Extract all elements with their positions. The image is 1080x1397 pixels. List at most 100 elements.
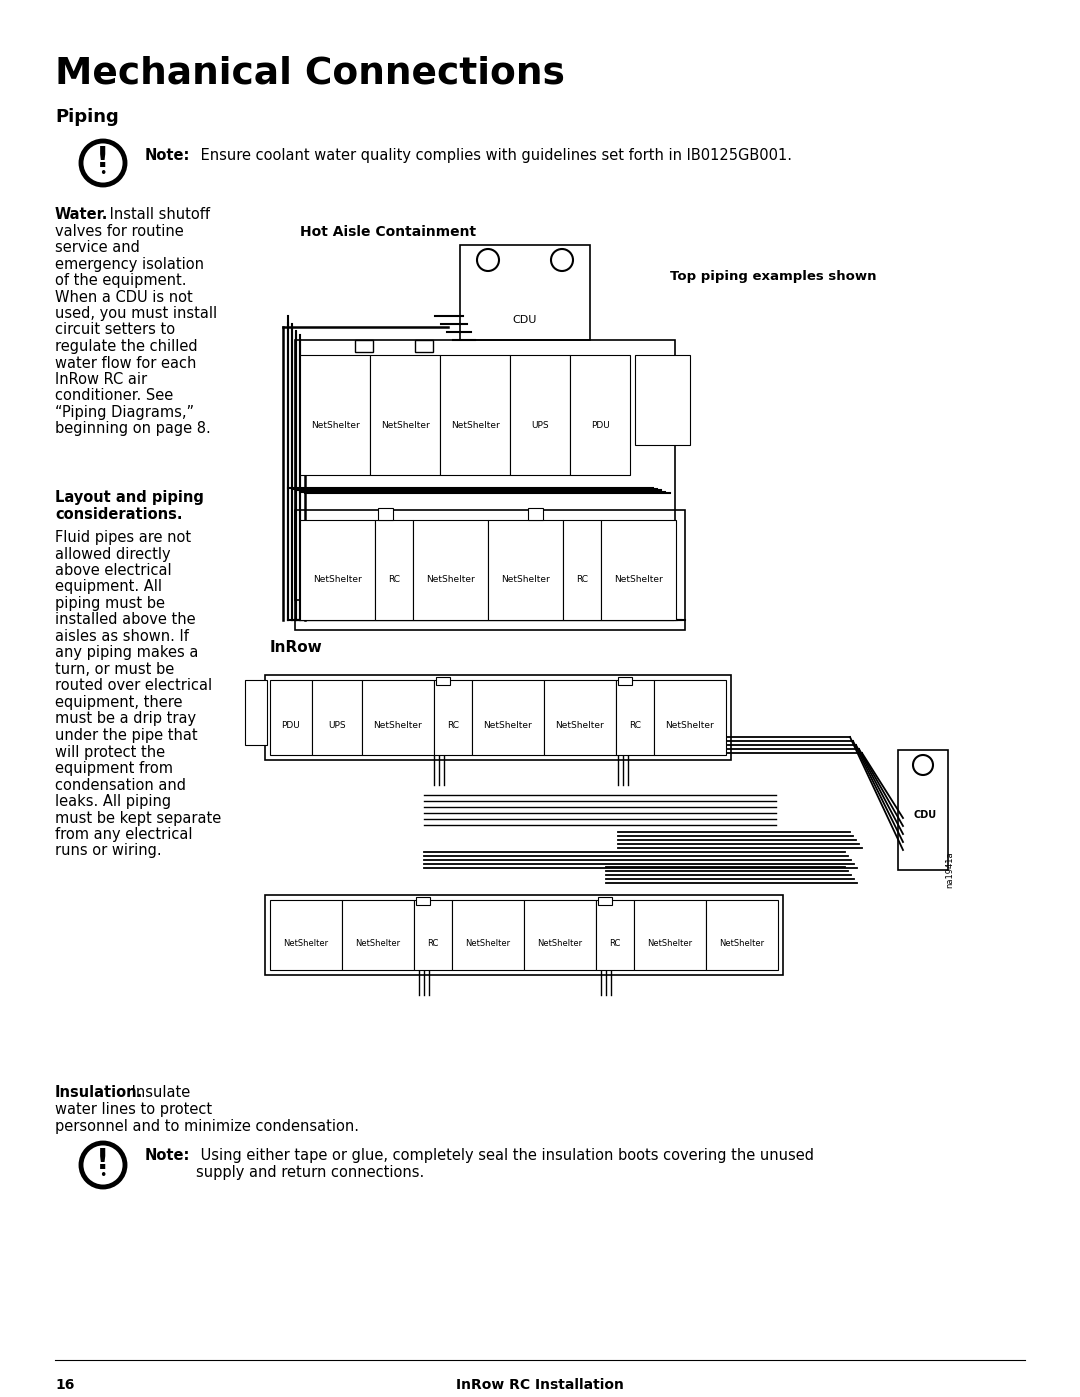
Text: Using either tape or glue, completely seal the insulation boots covering the unu: Using either tape or glue, completely se…	[195, 1148, 814, 1162]
Text: RC: RC	[428, 939, 438, 947]
Bar	[270, 680, 312, 754]
Text: InRow RC Installation: InRow RC Installation	[456, 1377, 624, 1391]
Bar	[544, 680, 616, 754]
Text: NetShelter: NetShelter	[665, 721, 714, 731]
Bar	[472, 680, 544, 754]
Bar	[460, 244, 590, 339]
Text: installed above the: installed above the	[55, 612, 195, 627]
Text: PDU: PDU	[591, 420, 609, 429]
Text: CDU: CDU	[914, 810, 936, 820]
Text: leaks. All piping: leaks. All piping	[55, 793, 171, 809]
Text: will protect the: will protect the	[55, 745, 165, 760]
Bar	[245, 680, 267, 745]
Text: NetShelter: NetShelter	[538, 939, 582, 947]
Bar	[295, 339, 675, 599]
Bar	[654, 680, 726, 754]
Text: Ensure coolant water quality complies with guidelines set forth in IB0125GB001.: Ensure coolant water quality complies wi…	[195, 148, 792, 163]
Bar	[434, 680, 472, 754]
Text: !: !	[96, 1147, 110, 1175]
Text: Note:: Note:	[145, 148, 190, 163]
Text: Fluid pipes are not: Fluid pipes are not	[55, 529, 191, 545]
Text: Insulate: Insulate	[127, 1085, 190, 1099]
Text: from any electrical: from any electrical	[55, 827, 192, 842]
Text: NetShelter: NetShelter	[465, 939, 511, 947]
Text: turn, or must be: turn, or must be	[55, 662, 174, 678]
Text: Hot Aisle Containment: Hot Aisle Containment	[300, 225, 476, 239]
Bar	[355, 339, 373, 352]
Bar	[600, 520, 676, 620]
Text: RC: RC	[388, 576, 400, 584]
Text: RC: RC	[576, 576, 588, 584]
Text: RC: RC	[447, 721, 459, 731]
Text: NetShelter: NetShelter	[374, 721, 422, 731]
Text: Mechanical Connections: Mechanical Connections	[55, 54, 565, 91]
Bar	[415, 339, 433, 352]
Text: “Piping Diagrams,”: “Piping Diagrams,”	[55, 405, 194, 420]
Text: supply and return connections.: supply and return connections.	[195, 1165, 424, 1180]
Text: equipment from: equipment from	[55, 761, 173, 775]
Text: Layout and piping: Layout and piping	[55, 490, 204, 504]
Bar	[635, 355, 690, 446]
Bar	[414, 900, 453, 970]
Bar	[897, 750, 948, 870]
Bar	[342, 900, 414, 970]
Bar	[436, 678, 450, 685]
Bar	[510, 355, 570, 475]
Text: valves for routine: valves for routine	[55, 224, 184, 239]
Text: any piping makes a: any piping makes a	[55, 645, 199, 661]
Text: circuit setters to: circuit setters to	[55, 323, 175, 338]
Text: regulate the chilled: regulate the chilled	[55, 339, 198, 353]
Text: piping must be: piping must be	[55, 597, 165, 610]
Text: condensation and: condensation and	[55, 778, 186, 792]
Text: NetShelter: NetShelter	[615, 576, 663, 584]
Text: !: !	[96, 145, 110, 173]
Text: Note:: Note:	[145, 1148, 190, 1162]
Bar	[453, 900, 524, 970]
Bar	[312, 680, 362, 754]
Text: Piping: Piping	[55, 108, 119, 126]
Text: emergency isolation: emergency isolation	[55, 257, 204, 271]
Bar	[634, 900, 706, 970]
Text: of the equipment.: of the equipment.	[55, 272, 187, 288]
Text: must be kept separate: must be kept separate	[55, 810, 221, 826]
Bar	[270, 900, 342, 970]
Text: water lines to protect: water lines to protect	[55, 1102, 212, 1118]
Bar	[295, 510, 685, 630]
Text: under the pipe that: under the pipe that	[55, 728, 198, 743]
Bar	[528, 509, 543, 520]
Text: Insulation.: Insulation.	[55, 1085, 144, 1099]
Text: NetShelter: NetShelter	[450, 420, 499, 429]
Text: Water.: Water.	[55, 207, 108, 222]
Text: UPS: UPS	[531, 420, 549, 429]
Text: NetShelter: NetShelter	[501, 576, 550, 584]
Text: NetShelter: NetShelter	[380, 420, 430, 429]
Bar	[440, 355, 510, 475]
Text: personnel and to minimize condensation.: personnel and to minimize condensation.	[55, 1119, 359, 1134]
Text: conditioner. See: conditioner. See	[55, 388, 173, 404]
Bar	[362, 680, 434, 754]
Text: equipment. All: equipment. All	[55, 580, 162, 595]
Text: RC: RC	[629, 721, 642, 731]
Text: NetShelter: NetShelter	[355, 939, 401, 947]
Bar	[524, 900, 596, 970]
Text: service and: service and	[55, 240, 140, 256]
Bar	[618, 678, 632, 685]
Bar	[596, 900, 634, 970]
Text: routed over electrical: routed over electrical	[55, 679, 212, 693]
Bar	[378, 509, 393, 520]
Bar	[300, 355, 370, 475]
Bar	[570, 355, 630, 475]
Text: used, you must install: used, you must install	[55, 306, 217, 321]
Text: NetShelter: NetShelter	[311, 420, 360, 429]
Text: CDU: CDU	[513, 314, 537, 326]
Bar	[563, 520, 600, 620]
Text: Top piping examples shown: Top piping examples shown	[670, 270, 877, 284]
Text: 16: 16	[55, 1377, 75, 1391]
Bar	[300, 520, 375, 620]
Text: •: •	[99, 1168, 107, 1182]
Text: runs or wiring.: runs or wiring.	[55, 844, 162, 859]
Text: •: •	[99, 166, 107, 179]
Text: NetShelter: NetShelter	[555, 721, 605, 731]
Text: RC: RC	[609, 939, 621, 947]
Text: InRow RC air: InRow RC air	[55, 372, 147, 387]
